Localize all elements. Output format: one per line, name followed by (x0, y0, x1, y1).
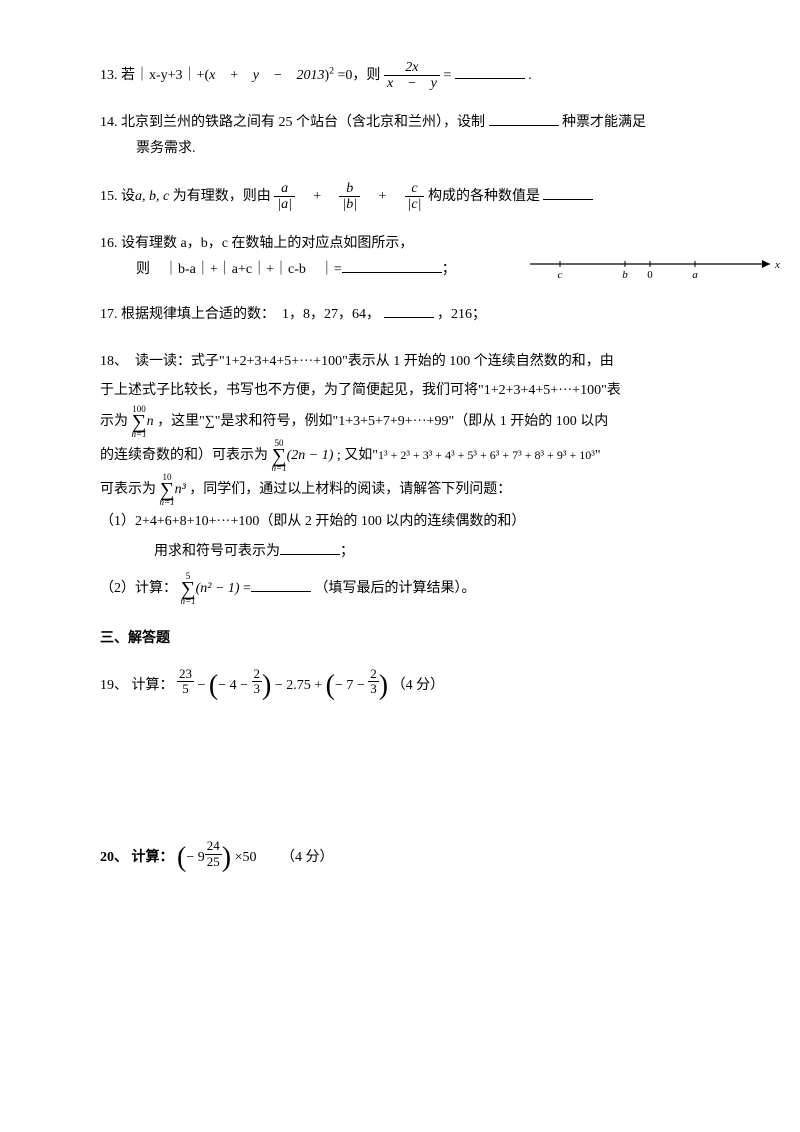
q15-mid: 为有理数，则由 (173, 189, 271, 204)
sigma-1: 100∑n=1 (132, 405, 147, 439)
q18-sub1-blank (280, 540, 340, 555)
q19-f1: 235 (177, 667, 194, 697)
sigma-4: 5∑n=1 (181, 572, 196, 606)
q18-sub2-eq: = (243, 581, 251, 596)
q20-mixedfrac: 2425 (205, 839, 222, 869)
q17-num: 17. (100, 307, 118, 322)
question-19: 19、 计算： 235 − (− 4 − 23) − 2.75 + (− 7 −… (100, 667, 720, 700)
sigma-1-term: n (147, 415, 154, 430)
sigma-3: 10∑n=1 (160, 473, 175, 507)
q18-sub2-tail: （填写最后的计算结果）。 (314, 581, 475, 596)
q18-sub2-blank (251, 577, 311, 592)
q16-blank (342, 258, 442, 273)
lparen-icon: ( (209, 679, 218, 693)
sigma-3-term: n³ (175, 483, 186, 498)
q16-line2-pre: 则 ｜b-a｜+｜a+c｜+｜c-b ｜= (136, 262, 342, 277)
q18-num: 18、 (100, 354, 121, 369)
q18-p3-pre: 示为 (100, 415, 128, 430)
question-18: 18、 读一读：式子"1+2+3+4+5+···+100"表示从 1 开始的 1… (100, 347, 720, 607)
q13-tail: . (528, 68, 532, 83)
rparen-icon: ) (222, 851, 231, 865)
cubes-expr: 1³ + 2³ + 3³ + 4³ + 5³ + 6³ + 7³ + 8³ + … (378, 449, 595, 463)
q13-eq: = (443, 68, 451, 83)
q13-paren: x + y − 2013 (209, 68, 324, 83)
q17-blank (384, 303, 434, 318)
q13-pre: 若｜x-y+3｜+ (121, 68, 204, 83)
q15-vars: a, b, c (135, 189, 173, 204)
q13-post: =0，则 (338, 68, 381, 83)
sigma-2-term: (2n − 1) (287, 449, 334, 464)
section-3-heading: 三、解答题 (100, 626, 720, 653)
q15-pre: 设 (121, 189, 135, 204)
q18-p5-pre: 可表示为 (100, 483, 156, 498)
q16-num: 16. (100, 236, 118, 251)
axis-0-label: 0 (647, 269, 653, 281)
q15-frac-a: a|a| (274, 181, 295, 213)
question-15: 15. 设a, b, c 为有理数，则由 a|a| + b|b| + c|c| … (100, 181, 720, 213)
q13-frac: 2xx − y (384, 60, 440, 92)
question-20: 20、 计算： (− 92425) ×50 （4 分） (100, 839, 720, 872)
question-13: 13. 若｜x-y+3｜+(x + y − 2013)2 =0，则 2xx − … (100, 60, 720, 92)
q20-num: 20、 (100, 851, 128, 866)
number-line-figure: c b 0 a x (530, 251, 780, 292)
q14-line1: 北京到兰州的铁路之间有 25 个站台（含北京和兰州），设制 (121, 115, 485, 130)
rparen-icon: ) (379, 679, 388, 693)
axis-c-label: c (558, 269, 563, 281)
q19-points: （4 分） (392, 678, 445, 693)
q19-g1f: 23 (252, 667, 263, 697)
q16-line1: 设有理数 a，b，c 在数轴上的对应点如图所示， (121, 236, 413, 251)
sigma-2: 50∑n=1 (272, 439, 287, 473)
q16-line2-tail: ； (442, 262, 456, 277)
sigma-4-term: (n² − 1) (196, 581, 240, 596)
lparen-icon: ( (326, 679, 335, 693)
question-17: 17. 根据规律填上合适的数： 1，8，27，64， ，216； (100, 302, 720, 329)
axis-x-label: x (774, 259, 780, 271)
q14-line2: 票务需求. (100, 136, 720, 163)
q20-tail: ×50 (235, 851, 257, 866)
q18-sub1b: 用求和符号可表示为 (154, 544, 280, 559)
q18-sub1: （1）2+4+6+8+10+···+100（即从 2 开始的 100 以内的连续… (100, 514, 525, 529)
q13-num: 13. (100, 68, 118, 83)
lparen-icon: ( (177, 851, 186, 865)
axis-a-label: a (692, 269, 698, 281)
question-16: 16. 设有理数 a，b，c 在数轴上的对应点如图所示， 则 ｜b-a｜+｜a+… (100, 231, 720, 284)
q13-blank (455, 64, 525, 79)
q18-p4-pre: 的连续奇数的和）可表示为 (100, 449, 268, 464)
q15-num: 15. (100, 189, 118, 204)
q18-p3-mid: ，这里"∑"是求和符号，例如"1+3+5+7+9+···+99"（即从 1 开始… (157, 415, 608, 430)
q18-p2: 于上述式子比较长，书写也不方便，为了简便起见，我们可将"1+2+3+4+5+··… (100, 383, 621, 398)
q19-pre: 计算： (132, 678, 174, 693)
q15-tail: 构成的各种数值是 (428, 189, 540, 204)
q18-p5-tail: ，同学们，通过以上材料的阅读，请解答下列问题： (189, 483, 511, 498)
q18-p4-end: " (595, 449, 601, 464)
q18-sub2-pre: （2）计算： (100, 581, 177, 596)
q17-tail: ，216； (437, 307, 486, 322)
axis-b-label: b (622, 269, 628, 281)
q15-blank (543, 185, 593, 200)
q14-num: 14. (100, 115, 118, 130)
q20-pre: 计算： (132, 851, 174, 866)
q18-p1: 读一读：式子"1+2+3+4+5+···+100"表示从 1 开始的 100 个… (121, 354, 614, 369)
q18-sub1b-tail: ； (340, 544, 354, 559)
q18-p4-mid: ; 又如" (337, 449, 378, 464)
q19-num: 19、 (100, 678, 128, 693)
q19-g2f: 23 (368, 667, 379, 697)
q15-frac-b: b|b| (339, 181, 360, 213)
q17-pre: 根据规律填上合适的数： 1，8，27，64， (121, 307, 380, 322)
q15-frac-c: c|c| (405, 181, 425, 213)
question-14: 14. 北京到兰州的铁路之间有 25 个站台（含北京和兰州），设制 种票才能满足… (100, 110, 720, 163)
q14-blank (489, 111, 559, 126)
rparen-icon: ) (262, 679, 271, 693)
q20-points: （4 分） (260, 851, 334, 866)
q14-line1-tail: 种票才能满足 (562, 115, 646, 130)
